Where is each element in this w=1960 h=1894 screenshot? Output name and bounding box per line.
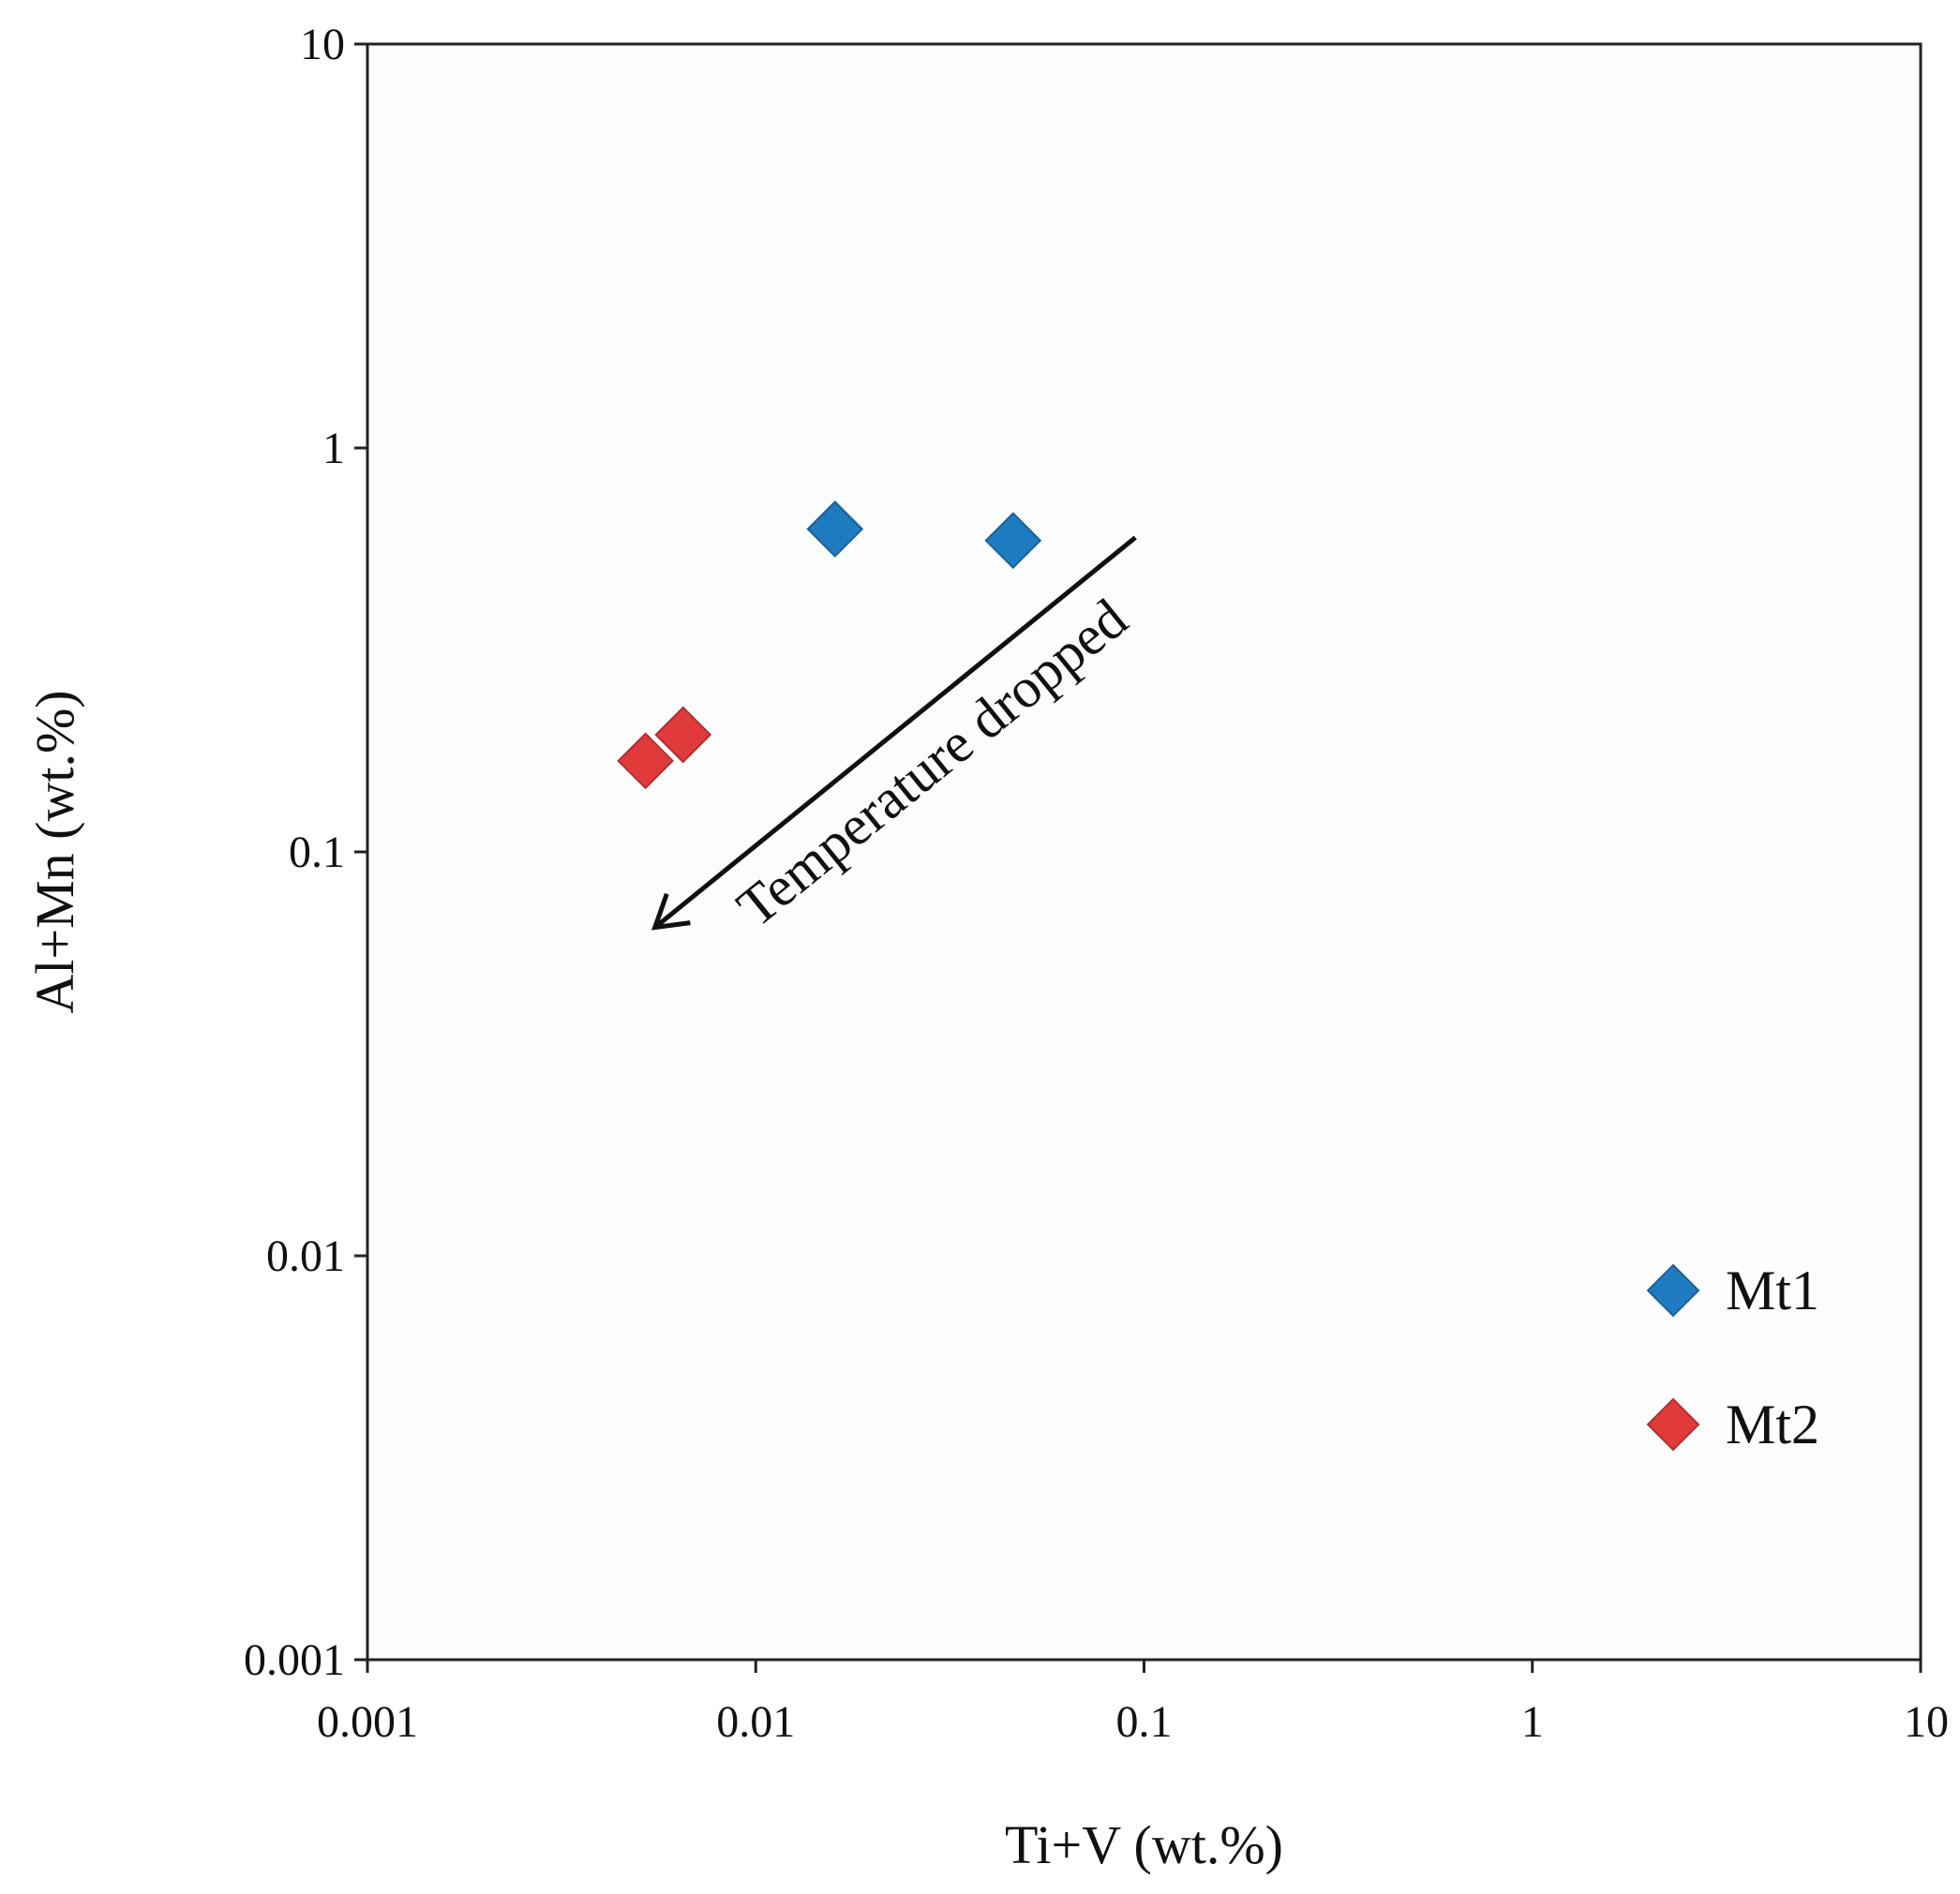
x-tick-label: 0.001 [317,1697,418,1747]
plot-area [366,42,1923,1662]
data-points [617,500,1042,790]
annotation-arrow-head [651,892,691,931]
data-point-mt1 [806,500,864,558]
y-axis-label: Al+Mn (wt.%) [24,690,85,1013]
y-tick-label: 0.1 [289,828,345,877]
y-tick-label: 10 [300,20,345,69]
data-point-mt2 [654,706,712,764]
annotation-arrow-line [653,535,1137,930]
x-axis-label: Ti+V (wt.%) [1005,1814,1283,1875]
x-tick-label: 10 [1904,1697,1949,1747]
y-axis: 0.001 0.01 0.1 1 10 [244,20,367,1685]
legend-marker-mt1 [1646,1263,1700,1318]
legend: Mt1 Mt2 [1646,1260,1819,1455]
data-point-mt1 [984,512,1042,570]
x-tick-label: 1 [1521,1697,1544,1747]
data-point-mt2 [617,732,675,790]
y-tick-label: 0.001 [244,1635,345,1685]
legend-marker-mt2 [1646,1397,1700,1452]
plot-border [366,42,1923,1662]
x-axis: 0.001 0.01 0.1 1 10 [317,1660,1949,1747]
y-tick-label: 0.01 [266,1231,345,1281]
x-tick-label: 0.01 [716,1697,795,1747]
y-tick-label: 1 [322,424,345,473]
legend-item-mt2: Mt2 [1646,1394,1819,1455]
x-tick-label: 0.1 [1116,1697,1173,1747]
legend-item-mt1: Mt1 [1646,1260,1819,1321]
legend-label: Mt2 [1726,1394,1819,1455]
legend-label: Mt1 [1726,1260,1819,1321]
